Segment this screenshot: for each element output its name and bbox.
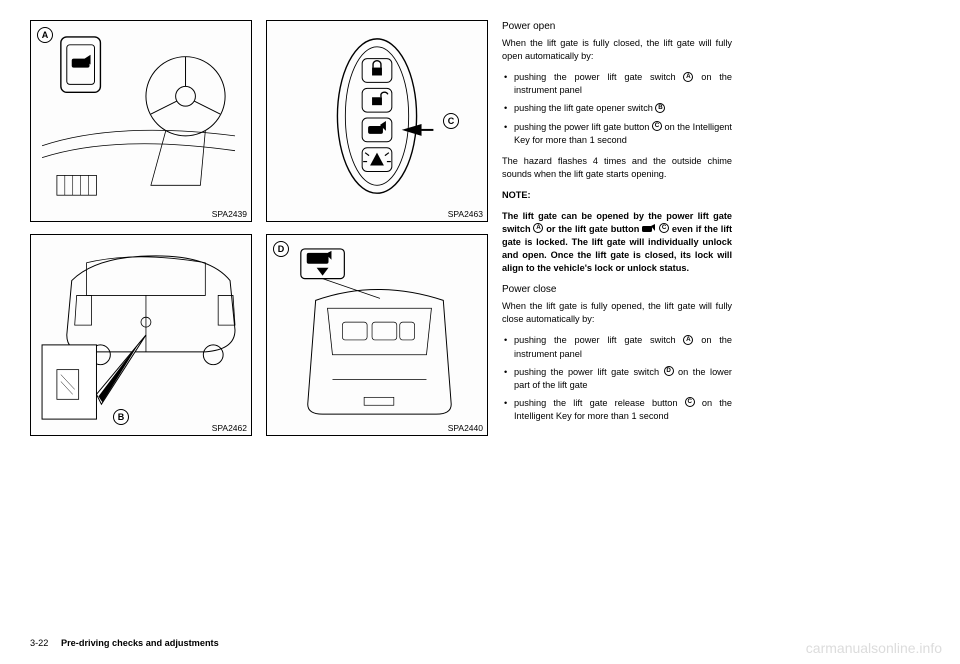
list-item: pushing the lift gate release button C o…: [502, 397, 732, 423]
list-item: pushing the power lift gate switch A on …: [502, 71, 732, 97]
badge-b-icon: B: [655, 103, 665, 113]
figure-column-1: A: [30, 20, 252, 436]
power-close-list: pushing the power lift gate switch A on …: [502, 334, 732, 422]
badge-c-icon: C: [685, 397, 695, 407]
figure-label: SPA2462: [212, 423, 247, 433]
figure-label: SPA2440: [448, 423, 483, 433]
text-column: Power open When the lift gate is fully c…: [502, 20, 732, 436]
page-number: 3-22: [30, 638, 48, 648]
power-open-heading: Power open: [502, 20, 732, 34]
rear-car-sketch: [37, 241, 245, 429]
open-liftgate-sketch: [273, 241, 481, 429]
figure-spa2463: C SPA2463: [266, 20, 488, 222]
text-span: pushing the power lift gate switch: [514, 72, 683, 82]
page-footer: 3-22 Pre-driving checks and adjustments: [30, 638, 219, 648]
liftgate-car-icon: [642, 224, 656, 233]
power-open-list: pushing the power lift gate switch A on …: [502, 71, 732, 146]
text-span: pushing the power lift gate button: [514, 122, 652, 132]
figure-spa2439: A: [30, 20, 252, 222]
power-close-heading: Power close: [502, 283, 732, 297]
list-item: pushing the power lift gate button C on …: [502, 121, 732, 147]
badge-a-icon: A: [683, 72, 693, 82]
power-open-intro: When the lift gate is fully closed, the …: [502, 37, 732, 63]
figure-column-2: C SPA2463 D: [266, 20, 488, 436]
dashboard-sketch: [37, 27, 245, 215]
badge-a-icon: A: [683, 335, 693, 345]
text-span: pushing the power lift gate switch: [514, 367, 664, 377]
page-content: A: [30, 20, 930, 436]
figure-label: SPA2439: [212, 209, 247, 219]
figure-label: SPA2463: [448, 209, 483, 219]
power-open-after: The hazard flashes 4 times and the outsi…: [502, 155, 732, 181]
text-span: pushing the power lift gate switch: [514, 335, 683, 345]
text-span: pushing the lift gate release button: [514, 398, 685, 408]
list-item: pushing the power lift gate switch A on …: [502, 334, 732, 360]
figure-badge-b: B: [113, 409, 129, 425]
badge-d-icon: D: [664, 366, 674, 376]
badge-c-icon: C: [659, 223, 669, 233]
watermark: carmanualsonline.info: [806, 640, 942, 656]
text-span: or the lift gate button: [546, 224, 642, 234]
note-body: The lift gate can be opened by the power…: [502, 210, 732, 275]
note-heading: NOTE:: [502, 189, 732, 202]
figure-spa2440: D: [266, 234, 488, 436]
figure-spa2462: B SPA2462: [30, 234, 252, 436]
power-close-intro: When the lift gate is fully opened, the …: [502, 300, 732, 326]
list-item: pushing the power lift gate switch D on …: [502, 366, 732, 392]
badge-a-icon: A: [533, 223, 543, 233]
text-span: pushing the lift gate opener switch: [514, 103, 655, 113]
badge-c-icon: C: [652, 121, 662, 131]
section-title: Pre-driving checks and adjustments: [61, 638, 219, 648]
list-item: pushing the lift gate opener switch B: [502, 102, 732, 115]
figure-badge-c: C: [443, 113, 459, 129]
